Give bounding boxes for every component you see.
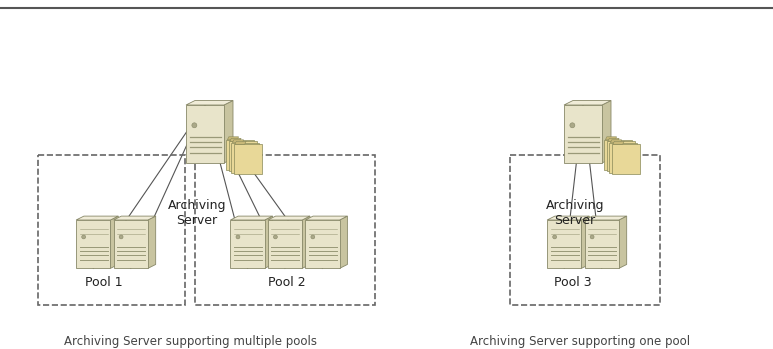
Polygon shape [114, 220, 148, 268]
Polygon shape [613, 141, 624, 144]
Polygon shape [584, 220, 619, 268]
Polygon shape [305, 220, 339, 268]
Circle shape [570, 123, 575, 128]
Text: Pool 1: Pool 1 [85, 276, 123, 289]
Polygon shape [608, 138, 619, 141]
Polygon shape [305, 216, 347, 220]
Polygon shape [186, 101, 233, 105]
Circle shape [192, 123, 197, 128]
Polygon shape [235, 141, 246, 144]
Polygon shape [76, 216, 118, 220]
Circle shape [590, 235, 594, 239]
Circle shape [236, 235, 240, 239]
Polygon shape [233, 144, 261, 174]
Polygon shape [605, 137, 617, 140]
Polygon shape [76, 220, 111, 268]
Polygon shape [584, 216, 627, 220]
Circle shape [274, 235, 278, 239]
Polygon shape [227, 137, 239, 140]
Bar [38, 155, 185, 305]
Polygon shape [267, 216, 310, 220]
Text: Archiving Server supporting one pool: Archiving Server supporting one pool [470, 335, 690, 348]
Polygon shape [230, 220, 264, 268]
Polygon shape [302, 216, 310, 268]
Polygon shape [339, 216, 347, 268]
Polygon shape [609, 143, 637, 173]
Text: Archiving Server supporting multiple pools: Archiving Server supporting multiple poo… [63, 335, 316, 348]
Polygon shape [111, 216, 118, 268]
Polygon shape [224, 101, 233, 163]
Polygon shape [604, 140, 632, 170]
Circle shape [553, 235, 557, 239]
Polygon shape [226, 140, 254, 170]
Polygon shape [230, 216, 273, 220]
Polygon shape [230, 138, 241, 141]
Text: Pool 3: Pool 3 [554, 276, 592, 289]
Polygon shape [231, 143, 259, 173]
Polygon shape [233, 140, 243, 143]
Polygon shape [611, 140, 621, 143]
Polygon shape [564, 101, 611, 105]
Bar [510, 155, 660, 305]
Circle shape [311, 235, 315, 239]
Polygon shape [229, 141, 257, 171]
Polygon shape [581, 216, 589, 268]
Polygon shape [114, 216, 155, 220]
Polygon shape [611, 144, 639, 174]
Polygon shape [267, 220, 302, 268]
Polygon shape [264, 216, 273, 268]
Text: Archiving
Server: Archiving Server [168, 199, 226, 227]
Polygon shape [547, 220, 581, 268]
Polygon shape [186, 105, 224, 163]
Polygon shape [602, 101, 611, 163]
Bar [195, 155, 375, 305]
Polygon shape [607, 141, 635, 171]
Polygon shape [148, 216, 155, 268]
Circle shape [119, 235, 123, 239]
Text: Archiving
Server: Archiving Server [546, 199, 604, 227]
Polygon shape [619, 216, 627, 268]
Text: Pool 2: Pool 2 [268, 276, 306, 289]
Polygon shape [547, 216, 589, 220]
Polygon shape [564, 105, 602, 163]
Circle shape [82, 235, 86, 239]
